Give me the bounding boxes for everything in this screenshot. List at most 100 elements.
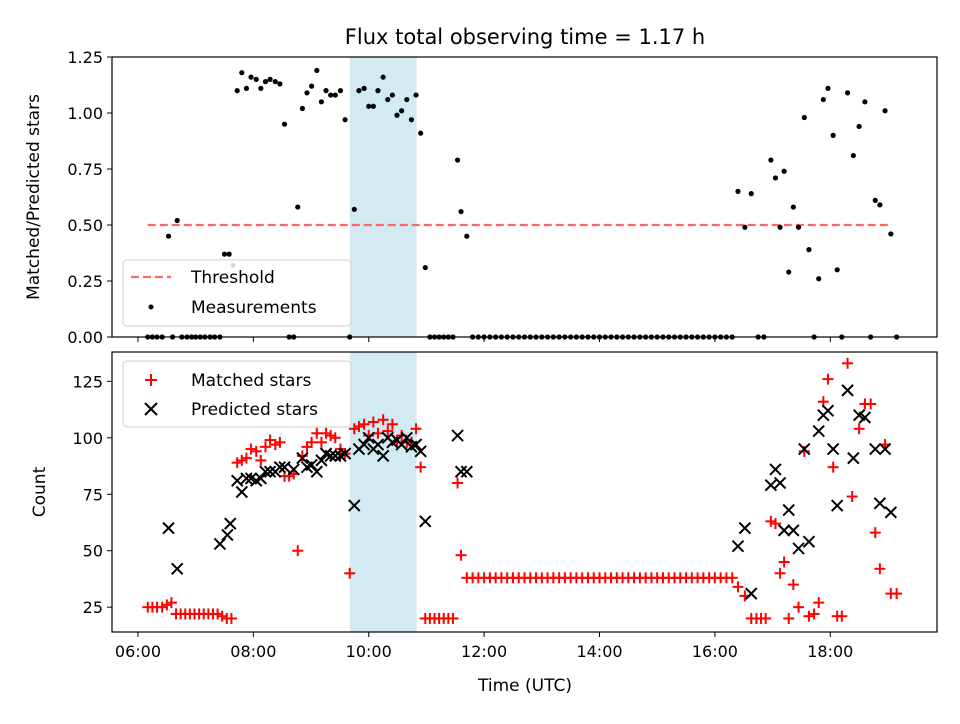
count-x-axis: 06:00 08:00 10:00 12:00 14:00 16:00 18:00	[115, 632, 853, 661]
matched-star-point	[769, 518, 781, 530]
measurement-point	[366, 103, 372, 109]
matched-star-point	[306, 436, 318, 448]
predicted-star-stroke	[869, 442, 882, 456]
matched-star-point	[255, 454, 267, 466]
matched-star-point	[874, 563, 886, 575]
predicted-star-stroke	[348, 499, 361, 512]
y-tick-label: 1.25	[67, 48, 103, 67]
count-y-axis: 25 50 75 100 125	[72, 372, 112, 617]
matched-star-point	[822, 373, 834, 385]
predicted-star-point	[287, 463, 300, 476]
measurement-point	[277, 81, 283, 87]
predicted-star-point	[738, 521, 752, 535]
y-tick-label: 1.00	[67, 104, 103, 123]
predicted-star-stroke	[310, 465, 324, 478]
predicted-star-point	[324, 449, 337, 463]
measurement-point	[258, 85, 264, 91]
predicted-star-stroke	[278, 460, 291, 474]
x-tick-label: 18:00	[807, 642, 853, 661]
y-tick-label: 125	[72, 372, 103, 391]
predicted-star-point	[296, 451, 309, 465]
matched-star-point	[455, 549, 467, 561]
legend-measurements-label: Measurements	[191, 298, 317, 318]
predicted-star-point	[777, 524, 791, 537]
predicted-star-stroke	[414, 445, 427, 458]
measurement-point	[380, 74, 386, 80]
matched-star-point	[853, 423, 865, 435]
predicted-star-stroke	[338, 447, 352, 460]
matched-star-point	[382, 425, 394, 437]
predicted-star-stroke	[802, 535, 816, 548]
predicted-star-stroke	[170, 562, 184, 575]
predicted-star-point	[371, 438, 385, 451]
predicted-star-stroke	[244, 472, 258, 485]
measurement-point	[356, 88, 362, 94]
predicted-star-stroke	[162, 521, 175, 535]
predicted-star-stroke	[296, 451, 309, 465]
predicted-star-point	[769, 463, 782, 476]
matched-star-point	[869, 527, 881, 539]
predicted-star-stroke	[400, 431, 414, 445]
measurement-point	[882, 108, 888, 114]
predicted-star-stroke	[773, 476, 787, 490]
ratio-panel-frame	[111, 56, 938, 338]
matched-star-point	[793, 601, 805, 613]
predicted-star-stroke	[315, 454, 328, 467]
count-y-axis-label: Count	[30, 466, 50, 517]
matched-star-point	[726, 572, 738, 584]
predicted-star-point	[259, 465, 272, 478]
measurement-point	[253, 76, 259, 82]
predicted-star-point	[362, 431, 375, 445]
measurement-point	[872, 197, 878, 203]
predicted-star-point	[395, 438, 408, 451]
predicted-star-point	[254, 472, 268, 485]
predicted-star-point	[221, 528, 234, 542]
predicted-star-point	[869, 442, 882, 456]
predicted-star-point	[310, 465, 324, 478]
predicted-star-stroke	[841, 384, 854, 397]
measurement-point	[862, 99, 868, 105]
x-tick-label: 12:00	[461, 642, 507, 661]
predicted-star-stroke	[792, 542, 805, 555]
measurement-point	[856, 123, 862, 130]
predicted-star-stroke	[357, 438, 371, 451]
matched-star-point	[787, 579, 799, 591]
highlight-span	[349, 352, 417, 632]
predicted-star-stroke	[376, 449, 390, 463]
legend-threshold-label: Threshold	[190, 268, 275, 288]
predicted-star-stroke	[254, 472, 268, 485]
predicted-star-stroke	[329, 449, 342, 463]
predicted-star-point	[338, 447, 352, 460]
measurement-point	[389, 92, 395, 98]
predicted-star-stroke	[224, 517, 237, 530]
legend-predicted-swatch	[144, 402, 158, 416]
predicted-star-point	[224, 517, 237, 530]
measurement-point	[221, 251, 228, 257]
matched-star-point	[798, 445, 810, 457]
predicted-star-stroke	[821, 404, 835, 417]
predicted-star-point	[357, 438, 371, 451]
y-tick-label: 0.75	[67, 160, 103, 179]
predicted-star-stroke	[395, 438, 408, 451]
predicted-star-point	[878, 442, 892, 456]
matched-star-point	[377, 414, 389, 426]
predicted-star-stroke	[213, 537, 227, 551]
legend-matched-swatch	[145, 374, 157, 386]
measurement-point	[816, 276, 822, 282]
matched-star-point	[415, 461, 427, 473]
predicted-star-stroke	[460, 465, 474, 478]
predicted-star-point	[409, 438, 423, 451]
matched-star-point	[760, 612, 772, 624]
measurement-point	[394, 112, 400, 118]
measurement-point	[735, 188, 741, 194]
predicted-star-point	[414, 445, 427, 458]
measurement-point	[267, 76, 273, 82]
matched-star-point	[783, 612, 795, 624]
predicted-star-stroke	[830, 499, 844, 512]
predicted-star-stroke	[259, 465, 272, 478]
matched-star-point	[344, 567, 356, 579]
predicted-star-stroke	[263, 465, 277, 478]
matched-star-point	[274, 436, 286, 448]
predicted-star-stroke	[371, 438, 385, 451]
